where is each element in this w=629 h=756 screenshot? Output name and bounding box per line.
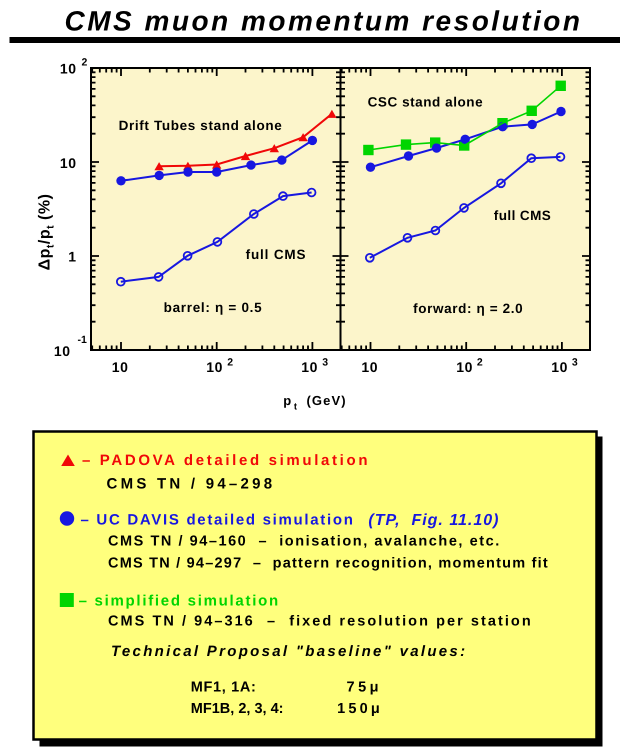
svg-text:10: 10	[60, 61, 77, 77]
svg-text:full CMS: full CMS	[494, 208, 551, 223]
svg-text:CMS TN / 94–297 – pattern re: CMS TN / 94–297 – pattern recognition, m…	[108, 556, 549, 572]
svg-text:(TP, Fig. 11.10): (TP, Fig. 11.10)	[368, 512, 499, 529]
svg-text:MF1B, 2, 3, 4:: MF1B, 2, 3, 4:	[191, 701, 284, 717]
svg-text:CMS TN / 94–298: CMS TN / 94–298	[107, 476, 276, 493]
svg-text:– UC DAVIS detailed simulation: – UC DAVIS detailed simulation	[81, 512, 355, 529]
svg-text:Δpt/pt (%): Δpt/pt (%)	[37, 194, 57, 271]
svg-text:10: 10	[456, 359, 473, 375]
svg-text:10: 10	[112, 359, 129, 375]
svg-text:CMS TN / 94–316 – fixed reso: CMS TN / 94–316 – fixed resolution per s…	[108, 614, 533, 630]
svg-text:150μ: 150μ	[337, 701, 383, 717]
svg-text:p t (GeV): p t (GeV)	[283, 393, 346, 413]
svg-text:10: 10	[551, 359, 568, 375]
svg-text:3: 3	[572, 357, 578, 369]
svg-text:10: 10	[301, 359, 318, 375]
svg-text:– PADOVA detailed simulation: – PADOVA detailed simulation	[82, 452, 370, 469]
svg-text:10: 10	[54, 343, 71, 359]
svg-text:75μ: 75μ	[347, 680, 383, 696]
svg-text:10: 10	[361, 359, 378, 375]
svg-text:CSC stand alone: CSC stand alone	[368, 95, 484, 110]
svg-text:10: 10	[60, 155, 77, 171]
svg-text:– simplified simulation: – simplified simulation	[79, 593, 280, 610]
svg-text:barrel: η = 0.5: barrel: η = 0.5	[164, 300, 263, 315]
svg-text:10: 10	[206, 359, 223, 375]
svg-text:CMS TN / 94–160 – ionisation: CMS TN / 94–160 – ionisation, avalanche,…	[108, 534, 501, 550]
svg-text:1: 1	[68, 249, 76, 265]
svg-text:-1: -1	[78, 334, 87, 346]
svg-text:2: 2	[227, 357, 233, 369]
svg-text:2: 2	[82, 57, 88, 69]
svg-text:2: 2	[477, 357, 483, 369]
svg-text:CMS muon momentum resolution: CMS muon momentum resolution	[65, 6, 583, 37]
svg-text:MF1, 1A:: MF1, 1A:	[191, 680, 257, 696]
svg-text:Technical Proposal "baseline": Technical Proposal "baseline" values:	[111, 643, 467, 660]
svg-text:Drift Tubes stand alone: Drift Tubes stand alone	[119, 118, 283, 133]
svg-text:3: 3	[322, 357, 328, 369]
svg-text:full CMS: full CMS	[246, 247, 307, 262]
svg-text:forward: η = 2.0: forward: η = 2.0	[413, 301, 523, 316]
